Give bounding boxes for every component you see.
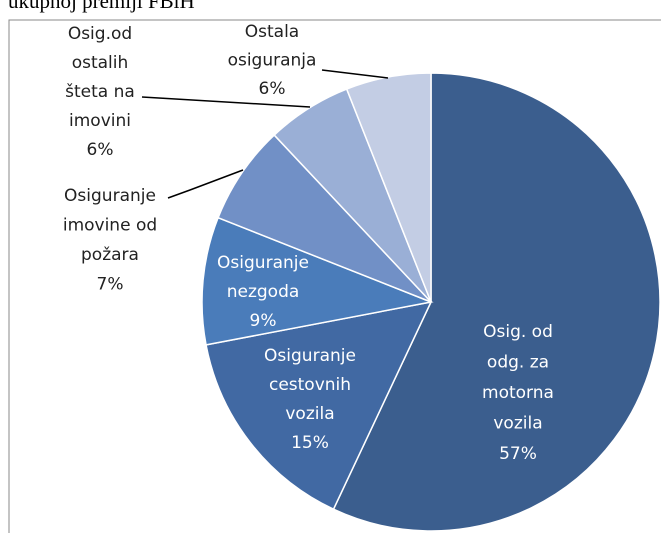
category-label: Osiguranje cestovnih vozila (264, 346, 356, 424)
leader-line (167, 169, 244, 199)
category-label: Osiguranje nezgoda (217, 253, 309, 302)
value-label: 9% (250, 311, 277, 331)
value-label: 15% (291, 433, 329, 453)
slice-label: Ostala osiguranja 6% (228, 22, 317, 99)
category-label: Ostala osiguranja (228, 22, 317, 71)
chart-frame (8, 19, 661, 533)
slice-label: Osiguranje imovine od požara 7% (63, 186, 157, 295)
leader-line (321, 69, 389, 79)
pie-slice (201, 216, 434, 346)
category-label: Osig.od ostalih šteta na imovini (65, 24, 135, 131)
value-label: 7% (97, 275, 124, 295)
value-label: 57% (499, 444, 537, 464)
pie-slice (332, 72, 661, 532)
value-label: 6% (87, 140, 114, 160)
category-label: Osig. od odg. za motorna vozila (482, 322, 554, 434)
slice-label: Osiguranje nezgoda 9% (217, 253, 309, 331)
value-label: 6% (259, 79, 286, 99)
pie-slice (345, 72, 432, 303)
slice-label: Osig. od odg. za motorna vozila 57% (482, 322, 554, 464)
slice-label: Osig.od ostalih šteta na imovini 6% (65, 24, 135, 160)
category-label: Osiguranje imovine od požara (63, 186, 157, 265)
pie-slice (205, 300, 433, 511)
leader-line (141, 96, 311, 108)
chart-title: ukupnoj premiji FBiH (8, 0, 195, 13)
slice-label: Osiguranje cestovnih vozila 15% (264, 346, 356, 453)
